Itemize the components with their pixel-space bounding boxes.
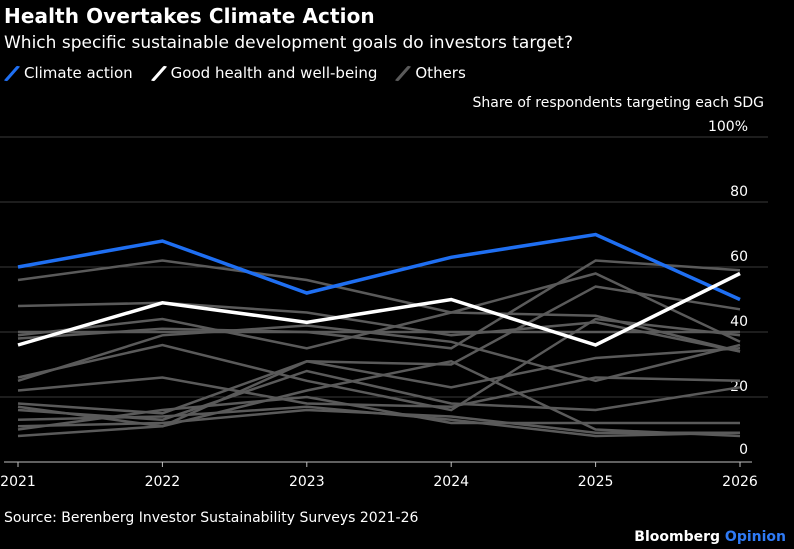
chart-title: Health Overtakes Climate Action (4, 4, 375, 28)
legend-item-others: Others (395, 64, 466, 82)
x-tick-label-2023: 2023 (289, 474, 325, 490)
chart-subtitle: Which specific sustainable development g… (4, 33, 573, 53)
y-tick-label-60: 60 (730, 249, 748, 265)
y-tick-label-0: 0 (739, 442, 748, 458)
legend-item-good-health: Good health and well-being (150, 64, 378, 82)
brand-suffix: Opinion (724, 529, 786, 545)
series-line-others-12 (17, 395, 740, 431)
series-line-others-7 (17, 376, 741, 409)
legend-item-climate-action: Climate action (3, 64, 133, 82)
y-tick-label-40: 40 (730, 314, 748, 330)
series-line-climate-action (17, 232, 741, 302)
series-line-others-14 (17, 408, 740, 435)
x-tick-label-2024: 2024 (433, 474, 469, 490)
legend: Climate action Good health and well-bein… (3, 64, 484, 82)
series-line-others-13 (17, 359, 741, 438)
source-note: Source: Berenberg Investor Sustainabilit… (4, 510, 419, 526)
series-line-others-5 (17, 324, 741, 383)
y-axis-label: Share of respondents targeting each SDG (472, 95, 764, 111)
y-tick-label-100: 100% (708, 119, 748, 135)
legend-label-others: Others (415, 64, 466, 82)
legend-label-good-health: Good health and well-being (170, 64, 378, 82)
brand-name: Bloomberg (634, 529, 721, 545)
series-line-others-6 (17, 317, 741, 412)
series-line-others-4 (17, 259, 741, 350)
series-line-others-1 (17, 301, 741, 353)
x-tick-label-2025: 2025 (578, 474, 614, 490)
x-tick-label-2026: 2026 (722, 474, 758, 490)
legend-label-climate-action: Climate action (24, 64, 133, 82)
y-tick-label-80: 80 (730, 184, 748, 200)
x-tick-label-2021: 2021 (0, 474, 36, 490)
x-tick-label-2022: 2022 (145, 474, 181, 490)
series-line-others-8 (17, 285, 741, 415)
bloomberg-opinion-logo: Bloomberg Opinion (634, 529, 786, 545)
series-line-others-3 (17, 272, 741, 350)
series-line-good-health-and-well-being (17, 271, 741, 347)
